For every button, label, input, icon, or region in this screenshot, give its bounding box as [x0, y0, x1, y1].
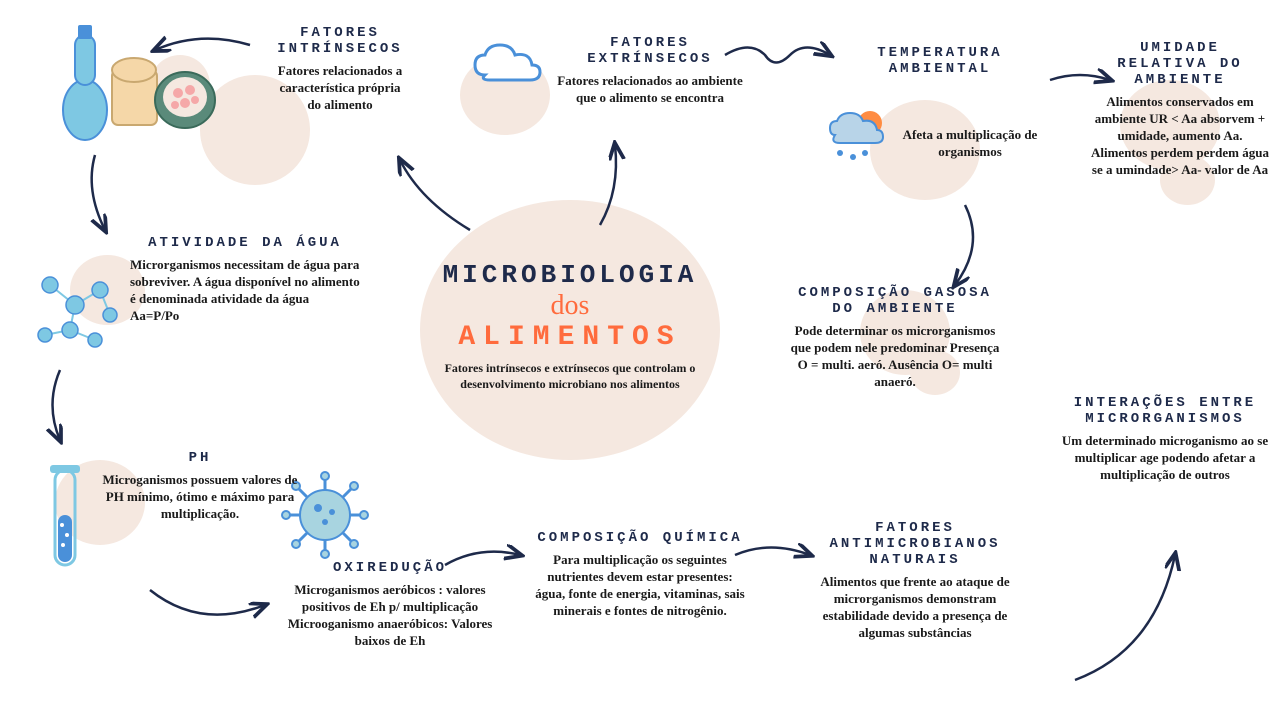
- testtube-icon: [40, 460, 90, 580]
- node-oxireducao: OXIREDUÇÃO Microganismos aeróbicos : val…: [275, 560, 505, 650]
- molecule-icon: [25, 260, 125, 355]
- node-umidade: UMIDADE RELATIVA DO AMBIENTE Alimentos c…: [1090, 40, 1270, 178]
- bottle-bread-dish-icon: [50, 15, 220, 145]
- node-interacoes: INTERAÇÕES ENTRE MICRORGANISMOS Um deter…: [1060, 395, 1270, 484]
- heading: FATORES INTRÍNSECOS: [255, 25, 425, 57]
- heading: OXIREDUÇÃO: [275, 560, 505, 576]
- node-quimica: COMPOSIÇÃO QUÍMICA Para multiplicação os…: [535, 530, 745, 620]
- node-agua: ATIVIDADE DA ÁGUA Microrganismos necessi…: [130, 235, 360, 325]
- body: Pode determinar os microrganismos que po…: [790, 323, 1000, 391]
- node-intrinsecos: FATORES INTRÍNSECOS Fatores relacionados…: [255, 25, 425, 114]
- body: Fatores relacionados a característica pr…: [275, 63, 405, 114]
- body: Microrganismos necessitam de água para s…: [130, 257, 360, 325]
- node-extrinsecos: FATORES EXTRÍNSECOS Fatores relacionados…: [555, 35, 745, 107]
- center-title: MICROBIOLOGIA dos ALIMENTOS Fatores intr…: [430, 260, 710, 392]
- heading: INTERAÇÕES ENTRE MICRORGANISMOS: [1060, 395, 1270, 427]
- heading: FATORES ANTIMICROBIANOS NATURAIS: [800, 520, 1030, 568]
- body: Afeta a multiplicação de organismos: [895, 127, 1045, 161]
- body: Alimentos que frente ao ataque de micror…: [800, 574, 1030, 642]
- node-antimicrobianos: FATORES ANTIMICROBIANOS NATURAIS Aliment…: [800, 520, 1030, 642]
- body: Um determinado microganismo ao se multip…: [1060, 433, 1270, 484]
- heading: ATIVIDADE DA ÁGUA: [130, 235, 360, 251]
- node-temperatura: TEMPERATURA AMBIENTAL Afeta a multiplica…: [840, 45, 1040, 161]
- heading: PH: [100, 450, 300, 466]
- body: Microganismos aeróbicos : valores positi…: [275, 582, 505, 650]
- body: Microganismos possuem valores de PH míni…: [100, 472, 300, 523]
- body: Alimentos conservados em ambiente UR < A…: [1090, 94, 1270, 178]
- heading: TEMPERATURA AMBIENTAL: [840, 45, 1040, 77]
- node-ph: PH Microganismos possuem valores de PH m…: [100, 450, 300, 523]
- body: Para multiplicação os seguintes nutrient…: [535, 552, 745, 620]
- title-line2: dos: [430, 290, 710, 322]
- title-line3: ALIMENTOS: [430, 322, 710, 353]
- body: Fatores relacionados ao ambiente que o a…: [555, 73, 745, 107]
- title-subtitle: Fatores intrínsecos e extrínsecos que co…: [430, 361, 710, 392]
- title-line1: MICROBIOLOGIA: [430, 260, 710, 290]
- cloud-icon: [470, 40, 550, 95]
- heading: FATORES EXTRÍNSECOS: [555, 35, 745, 67]
- heading: COMPOSIÇÃO QUÍMICA: [535, 530, 745, 546]
- heading: UMIDADE RELATIVA DO AMBIENTE: [1090, 40, 1270, 88]
- heading: COMPOSIÇÃO GASOSA DO AMBIENTE: [790, 285, 1000, 317]
- node-gasosa: COMPOSIÇÃO GASOSA DO AMBIENTE Pode deter…: [790, 285, 1000, 391]
